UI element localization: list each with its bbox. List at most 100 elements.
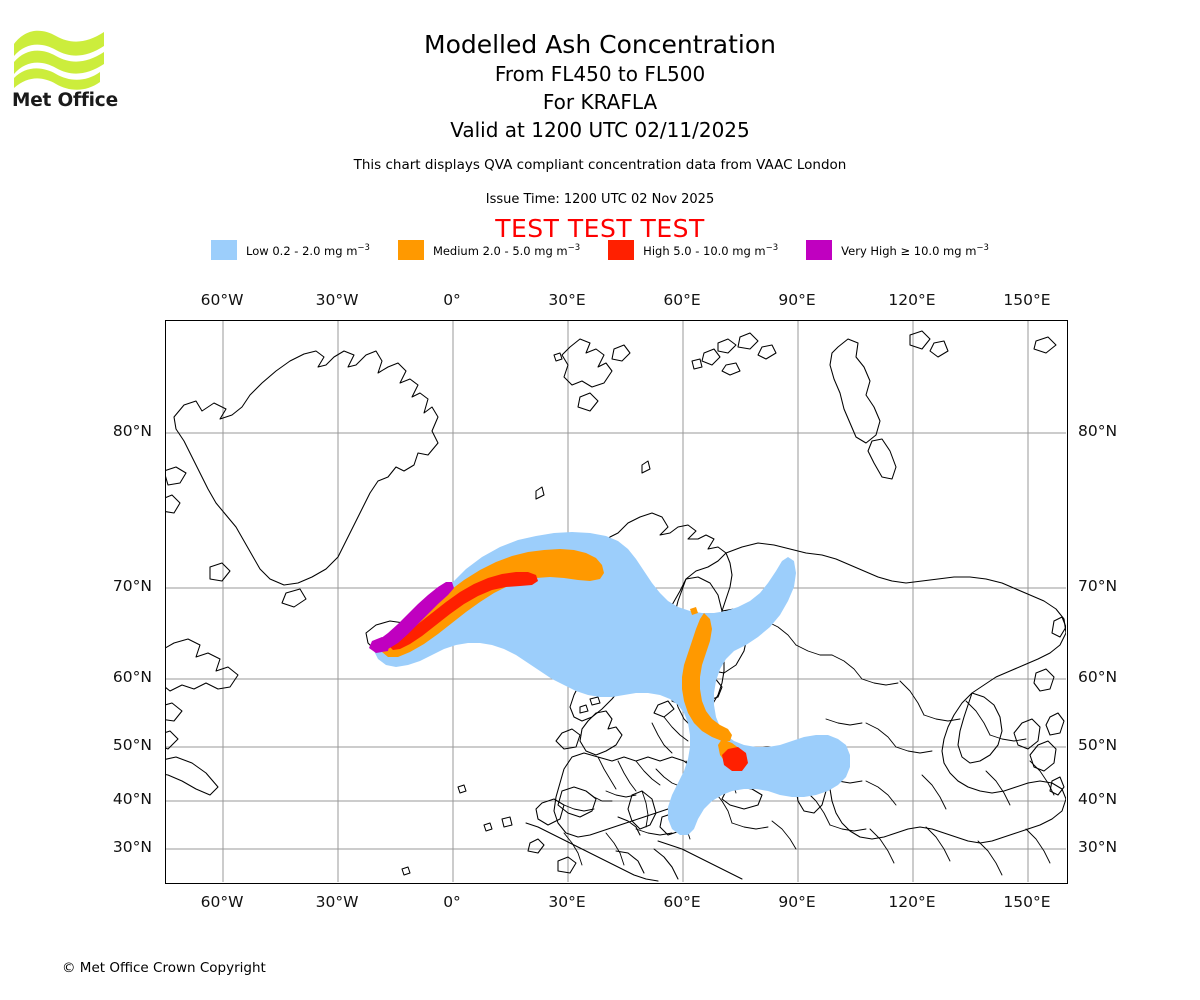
longitude-label-top-2: 0° <box>443 291 461 309</box>
legend-label-low: Low 0.2 - 2.0 mg m−3 <box>246 242 370 258</box>
plume-fleck-orange <box>690 607 698 615</box>
franz-josef-d <box>757 344 777 360</box>
great-britain <box>579 710 623 756</box>
subtitle-volcano: For KRAFLA <box>542 90 658 114</box>
longitude-label-top-5: 90°E <box>778 291 816 309</box>
north-africa-coast <box>525 822 659 882</box>
longitude-label-bottom-6: 120°E <box>888 893 936 911</box>
franz-josef-b <box>737 332 759 350</box>
legend-label-medium: Medium 2.0 - 5.0 mg m−3 <box>432 242 581 258</box>
sakhalin <box>1033 668 1055 692</box>
brand-name: Met Office <box>12 90 118 111</box>
longitude-label-top-4: 60°E <box>663 291 701 309</box>
bear-island <box>641 460 651 474</box>
franz-josef-f <box>691 358 703 370</box>
latitude-label-right-5: 30°N <box>1078 838 1118 856</box>
east-asia-coast <box>957 692 1003 764</box>
iberia-france-outline <box>557 786 597 818</box>
italy-balkans <box>627 790 657 830</box>
legend-swatch-very-high <box>806 240 833 260</box>
longitude-label-bottom-3: 30°E <box>548 893 586 911</box>
balearic-island <box>501 816 513 828</box>
longitude-label-top-3: 30°E <box>548 291 586 309</box>
longitude-label-top-1: 30°W <box>315 291 359 309</box>
labrador-newfoundland-coast <box>166 638 239 692</box>
disclaimer-text: This chart displays QVA compliant concen… <box>353 157 847 173</box>
svalbard-spitsbergen <box>561 338 613 388</box>
plume-band-medium-nw <box>382 549 604 657</box>
plume-band-low <box>374 532 850 835</box>
latitude-label-right-3: 50°N <box>1078 736 1118 754</box>
greenland-island-c <box>281 588 307 608</box>
shetland <box>589 696 601 706</box>
latitude-label-left-2: 60°N <box>112 668 152 686</box>
longitude-label-bottom-5: 90°E <box>778 893 816 911</box>
baffin-island <box>166 494 181 514</box>
franz-josef-c <box>701 348 721 366</box>
nova-scotia <box>166 730 179 750</box>
legend-label-very-high: Very High ≥ 10.0 mg m−3 <box>841 242 989 258</box>
legend-item-very-high[interactable]: Very High ≥ 10.0 mg m−3 <box>806 240 989 260</box>
novaya-zemlya-south <box>867 438 897 480</box>
legend-item-low[interactable]: Low 0.2 - 2.0 mg m−3 <box>211 240 370 260</box>
longitude-label-top-6: 120°E <box>888 291 936 309</box>
new-siberian-islands <box>1033 336 1057 354</box>
met-office-waves-icon <box>14 30 104 90</box>
legend-item-medium[interactable]: Medium 2.0 - 5.0 mg m−3 <box>397 240 581 260</box>
severnaya-zemlya-b <box>929 340 949 358</box>
latitude-label-right-4: 40°N <box>1078 790 1118 808</box>
legend-swatch-low <box>211 240 238 260</box>
severnaya-zemlya-a <box>909 330 931 350</box>
newfoundland <box>166 702 183 722</box>
plume-band-very-high <box>376 582 454 651</box>
latitude-label-right-0: 80°N <box>1078 422 1118 440</box>
concentration-legend: Low 0.2 - 2.0 mg m−3 Medium 2.0 - 5.0 mg … <box>0 240 1200 260</box>
latitude-label-left-1: 70°N <box>112 577 152 595</box>
latitude-label-left-5: 30°N <box>112 838 152 856</box>
longitude-label-bottom-7: 150°E <box>1003 893 1051 911</box>
copyright-text: © Met Office Crown Copyright <box>62 960 266 976</box>
greenland-coastline <box>173 350 439 586</box>
jutland <box>653 700 675 718</box>
latitude-label-right-1: 70°N <box>1078 577 1118 595</box>
africa-islet <box>557 856 577 874</box>
legend-item-high[interactable]: High 5.0 - 10.0 mg m−3 <box>608 240 778 260</box>
azores-islet <box>457 784 467 794</box>
japan-hokkaido <box>1045 712 1065 736</box>
longitude-label-bottom-4: 60°E <box>663 893 701 911</box>
svalbard-nordaustlandet <box>611 344 631 362</box>
kamchatka <box>1051 616 1066 638</box>
us-east-coast <box>166 756 219 796</box>
atlantic-islet <box>401 866 411 876</box>
legend-swatch-medium <box>397 240 424 260</box>
greenland-island-b <box>209 562 231 582</box>
ireland <box>555 728 581 750</box>
novaya-zemlya-north <box>829 338 881 444</box>
subtitle-valid-time: Valid at 1200 UTC 02/11/2025 <box>450 118 750 142</box>
latitude-label-left-3: 50°N <box>112 736 152 754</box>
ash-plume <box>369 532 850 835</box>
plume-source-patch <box>369 637 390 653</box>
latitude-label-right-2: 60°N <box>1078 668 1118 686</box>
sicily-island <box>527 838 545 854</box>
ash-concentration-map[interactable] <box>165 320 1068 884</box>
red-sea-east <box>653 848 679 880</box>
jan-mayen <box>535 486 545 500</box>
longitude-label-top-0: 60°W <box>200 291 244 309</box>
plume-band-high-nw <box>390 572 538 650</box>
turkey-south-coast <box>617 816 641 836</box>
orkney <box>579 704 589 714</box>
longitude-label-bottom-1: 30°W <box>315 893 359 911</box>
longitude-label-bottom-0: 60°W <box>200 893 244 911</box>
map-frame <box>165 320 1068 884</box>
legend-swatch-high <box>608 240 635 260</box>
issue-time: Issue Time: 1200 UTC 02 Nov 2025 <box>485 192 715 207</box>
longitude-label-top-7: 150°E <box>1003 291 1051 309</box>
legend-label-high: High 5.0 - 10.0 mg m−3 <box>643 242 779 258</box>
franz-josef-e <box>721 362 741 376</box>
subtitle-flight-level: From FL450 to FL500 <box>494 62 706 86</box>
met-office-logo <box>12 22 124 112</box>
page-title: Modelled Ash Concentration <box>424 30 776 59</box>
svalbard-islet <box>553 352 563 362</box>
madeira-islet <box>483 822 493 832</box>
